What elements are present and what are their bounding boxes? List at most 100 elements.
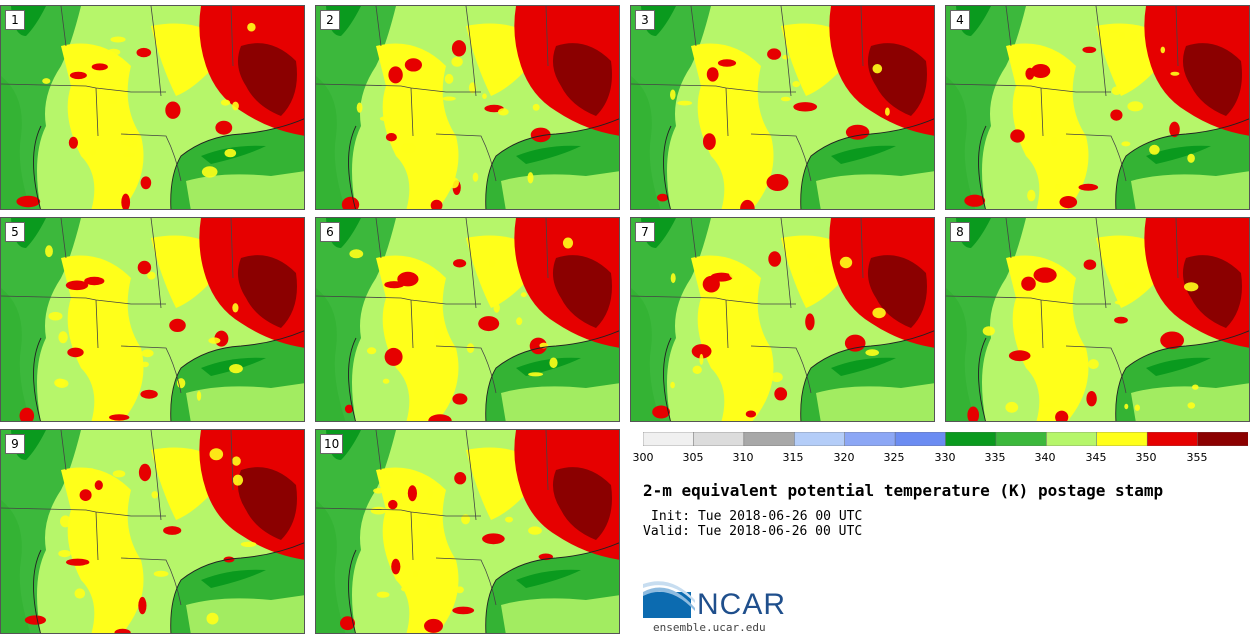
- warm-speckle: [1134, 404, 1140, 411]
- gulf-light-band: [816, 383, 934, 421]
- hot-spot: [805, 313, 815, 331]
- colorbar-bin: [1096, 432, 1148, 446]
- warm-speckle: [382, 378, 390, 384]
- hot-spot: [1055, 410, 1069, 421]
- warm-speckle: [1121, 141, 1131, 147]
- pacific-region: [946, 288, 976, 421]
- pacific-region: [1, 76, 31, 209]
- hot-spot: [451, 40, 467, 57]
- colorbar-tick-label: 350: [1135, 451, 1157, 464]
- member-panel-10: 10: [315, 429, 620, 634]
- hot-spot: [652, 405, 670, 419]
- warm-speckle: [196, 391, 202, 401]
- member-label: 3: [635, 10, 655, 30]
- hot-spot: [385, 133, 397, 142]
- colorbar-bin: [945, 432, 997, 446]
- pacific-region: [631, 288, 661, 421]
- hot-spot: [964, 194, 986, 207]
- coastline: [978, 118, 1249, 209]
- warm-speckle: [240, 541, 257, 547]
- colorbar-tick-label: 345: [1085, 451, 1107, 464]
- colorbar-tick-label: 335: [984, 451, 1006, 464]
- colorbar-bin: [844, 432, 896, 446]
- warm-speckle: [1184, 282, 1199, 292]
- northeast-core: [237, 255, 297, 328]
- hot-spot: [424, 618, 443, 633]
- warm-speckle: [147, 271, 156, 280]
- hot-spot: [391, 558, 401, 575]
- warm-speckle: [528, 372, 544, 377]
- coastline: [33, 118, 304, 209]
- warm-speckle: [102, 498, 115, 503]
- hot-spot: [340, 616, 355, 631]
- gulf-light-band: [816, 171, 934, 209]
- hot-spot: [453, 259, 467, 268]
- gulf-dark-band: [1146, 145, 1211, 164]
- warm-speckle: [209, 448, 224, 461]
- warm-speckle: [1127, 101, 1144, 112]
- colorbar-tick-label: 310: [732, 451, 754, 464]
- warm-speckle: [1124, 403, 1129, 410]
- warm-speckle: [379, 116, 392, 122]
- hot-spot: [121, 193, 131, 209]
- hot-spot: [691, 344, 712, 359]
- warm-speckle: [670, 273, 676, 284]
- central-yellow-belt: [61, 43, 144, 209]
- warm-speckle: [434, 328, 441, 339]
- warm-speckle: [702, 60, 715, 65]
- state-borders: [1, 430, 234, 606]
- warm-speckle: [756, 186, 763, 195]
- hot-spot: [138, 596, 147, 615]
- west-green-region: [631, 218, 711, 421]
- warm-speckle: [532, 103, 540, 111]
- colorbar-bin: [743, 432, 795, 446]
- hot-spot: [344, 404, 354, 414]
- warm-speckle: [87, 100, 93, 105]
- northeast-core: [552, 467, 612, 540]
- warm-speckle: [488, 259, 496, 267]
- hot-spot: [967, 406, 979, 421]
- hot-spot: [68, 136, 78, 149]
- pacific-region: [946, 76, 976, 209]
- central-yellow-belt: [376, 43, 459, 209]
- warm-speckle: [753, 126, 758, 136]
- member-label: 1: [5, 10, 25, 30]
- warm-speckle: [562, 237, 574, 249]
- coastline: [978, 330, 1249, 421]
- hot-spot: [745, 410, 757, 418]
- ensemble-map: [1, 430, 304, 633]
- west-green-region: [1, 430, 81, 633]
- colorbar-tick-label: 300: [632, 451, 654, 464]
- logo-url: ensemble.ucar.edu: [653, 621, 766, 634]
- northeast-core: [552, 43, 612, 117]
- state-borders: [316, 218, 549, 394]
- warm-speckle: [1051, 136, 1058, 147]
- hot-spot: [66, 558, 90, 566]
- warm-speckle: [813, 265, 824, 274]
- west-green-region: [316, 430, 396, 633]
- warm-speckle: [153, 570, 169, 577]
- ncar-logo-icon: [643, 581, 695, 618]
- hot-spot: [388, 66, 403, 84]
- pacific-region: [316, 288, 346, 421]
- warm-speckle: [782, 54, 790, 60]
- northeast-core: [1182, 43, 1242, 117]
- warm-speckle: [379, 471, 394, 477]
- warm-speckle: [1063, 272, 1072, 284]
- hot-spot: [766, 174, 789, 191]
- hot-spot: [1078, 183, 1099, 191]
- colorbar-tick-label: 340: [1034, 451, 1056, 464]
- init-time: Init: Tue 2018-06-26 00 UTC: [651, 509, 863, 524]
- state-borders: [631, 6, 864, 182]
- warm-speckle: [1170, 71, 1180, 76]
- warm-speckle: [699, 353, 704, 365]
- hot-spot: [844, 334, 866, 352]
- warm-speckle: [366, 347, 377, 355]
- member-label: 4: [950, 10, 970, 30]
- warm-speckle: [806, 253, 817, 259]
- member-label: 8: [950, 222, 970, 242]
- ensemble-map: [316, 6, 619, 209]
- central-yellow-belt: [1006, 255, 1089, 421]
- warm-speckle: [206, 612, 219, 625]
- pacific-region: [1, 288, 31, 421]
